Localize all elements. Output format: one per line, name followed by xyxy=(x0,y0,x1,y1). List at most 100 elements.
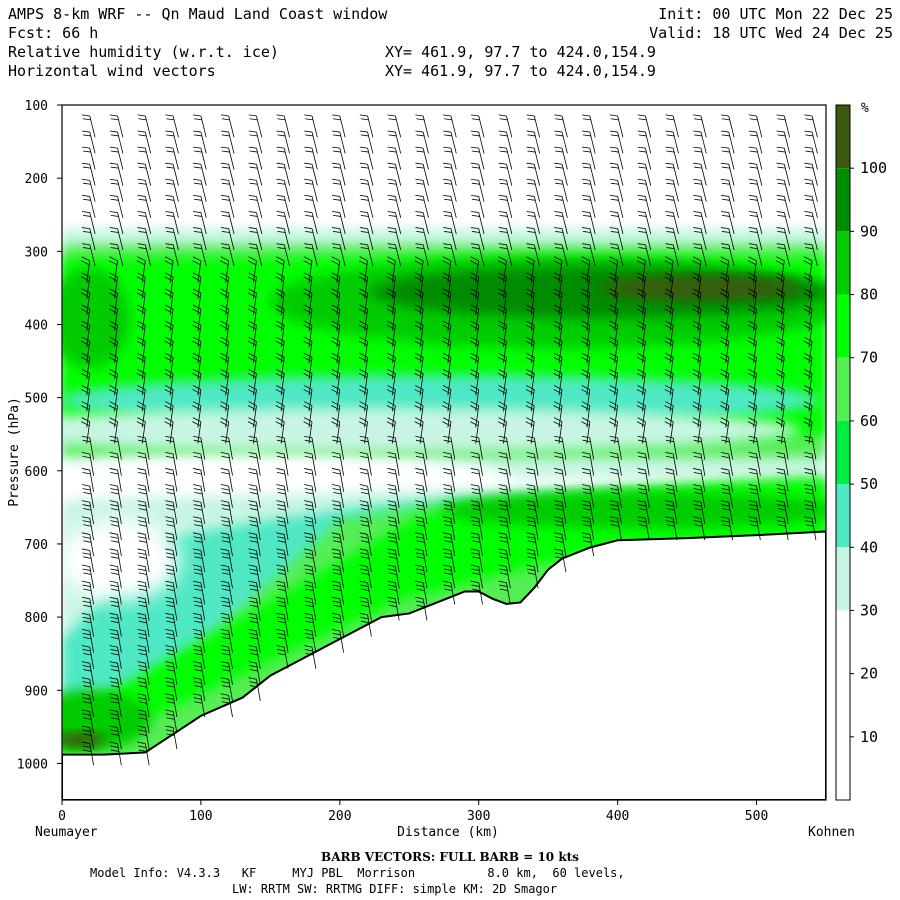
wind-barb-flag xyxy=(166,524,175,527)
wind-barb-flag xyxy=(776,227,785,230)
wind-barb-flag xyxy=(553,260,562,266)
wind-barb-flag xyxy=(583,134,591,137)
wind-barb-flag xyxy=(720,356,729,362)
wind-barb-flag xyxy=(442,272,452,278)
wind-barb-flag xyxy=(804,288,813,294)
wind-barb-flag xyxy=(693,243,702,246)
wind-barb-flag xyxy=(331,372,340,378)
wind-barb-flag xyxy=(415,500,424,503)
wind-barb-flag xyxy=(498,484,507,487)
wind-barb-flag xyxy=(108,372,118,378)
wind-barb-flag xyxy=(361,492,370,495)
wind-barb-flag xyxy=(471,536,480,539)
wind-barb-flag xyxy=(165,693,174,696)
wind-barb-flag xyxy=(610,247,619,250)
wind-barb-flag xyxy=(720,369,729,374)
wind-barb-flag xyxy=(138,685,147,688)
wind-barb-flag xyxy=(498,468,507,471)
wind-barb-flag xyxy=(610,231,619,233)
wind-barb-flag xyxy=(303,320,313,326)
wind-barb-flag xyxy=(137,580,146,584)
wind-barb-flag xyxy=(554,500,563,503)
wind-barb-flag xyxy=(248,612,257,616)
wind-barb-flag xyxy=(470,288,479,294)
wind-barb-flag xyxy=(694,231,703,233)
wind-barb-flag xyxy=(248,369,257,374)
wind-barb-flag xyxy=(332,584,341,588)
wind-barb-flag xyxy=(82,520,91,523)
wind-barb-flag xyxy=(805,118,814,121)
wind-barb-flag xyxy=(165,600,174,604)
wind-barb-flag xyxy=(331,401,341,407)
wind-barb-flag xyxy=(666,118,675,121)
wind-barb-flag xyxy=(470,114,479,117)
wind-barb-flag xyxy=(305,572,314,575)
wind-barb-flag xyxy=(194,556,203,559)
wind-barb-flag xyxy=(109,417,118,423)
wind-barb-flag xyxy=(526,272,535,278)
wind-barb-flag xyxy=(722,524,731,527)
wind-barb-flag xyxy=(442,405,451,410)
wind-barb-flag xyxy=(360,247,369,250)
wind-barb-flag xyxy=(275,356,284,362)
rh-white-pocket xyxy=(62,520,180,600)
wind-barb-flag xyxy=(332,211,340,213)
wind-barb-flag xyxy=(721,488,730,491)
wind-barb-flag xyxy=(554,548,563,551)
wind-barb-flag xyxy=(137,288,146,294)
wind-barb-flag xyxy=(748,162,757,165)
wind-barb-flag xyxy=(304,616,313,620)
wind-barb-flag xyxy=(81,369,90,374)
wind-barb-flag xyxy=(109,114,118,117)
wind-barb-flag xyxy=(776,272,785,278)
wind-barb-flag xyxy=(277,214,286,217)
wind-barb-flag xyxy=(527,488,536,491)
wind-barb-flag xyxy=(749,198,758,201)
wind-barb-flag xyxy=(525,356,534,362)
wind-barb-flag xyxy=(304,516,313,519)
colorbar-segment xyxy=(836,294,850,358)
wind-barb-flag xyxy=(81,661,90,664)
wind-barb-flag xyxy=(638,492,647,495)
wind-barb-flag xyxy=(331,276,340,282)
wind-barb-flag xyxy=(110,134,119,137)
wind-barb-flag xyxy=(609,385,618,390)
wind-barb-flag xyxy=(249,247,258,250)
wind-barb-flag xyxy=(222,701,231,704)
wind-barb-flag xyxy=(388,536,397,539)
wind-barb-flag xyxy=(777,524,786,527)
wind-barb-flag xyxy=(527,540,536,543)
wind-barb-flag xyxy=(470,451,479,455)
wind-barb-flag xyxy=(693,504,702,507)
wind-barb-flag xyxy=(138,504,147,507)
wind-barb-flag xyxy=(388,471,397,475)
wind-barb-flag xyxy=(303,340,312,346)
wind-barb-flag xyxy=(331,288,341,294)
valid-time: Valid: 18 UTC Wed 24 Dec 25 xyxy=(649,24,893,42)
wind-barb-flag xyxy=(220,336,229,342)
wind-barb-flag xyxy=(609,336,618,342)
wind-barb-flag xyxy=(498,146,507,149)
wind-barb-flag xyxy=(694,134,703,137)
wind-barb-flag xyxy=(276,632,286,636)
wind-barb-flag xyxy=(581,276,590,282)
wind-barb-flag xyxy=(527,214,536,217)
wind-barb-flag xyxy=(110,520,119,523)
wind-barb-flag xyxy=(583,508,592,511)
wind-barb-flag xyxy=(81,340,90,346)
wind-barb-flag xyxy=(804,320,813,326)
wind-barb-flag xyxy=(664,372,673,378)
wind-barb-flag xyxy=(415,584,424,588)
wind-barb-flag xyxy=(527,504,536,507)
wind-barb-flag xyxy=(443,146,451,149)
wind-barb-flag xyxy=(442,548,452,551)
wind-barb-flag xyxy=(414,356,423,362)
wind-barb-flag xyxy=(470,227,479,230)
wind-barb-flag xyxy=(276,645,285,648)
wind-barb-flag xyxy=(359,417,368,423)
wind-barb-flag xyxy=(804,500,813,503)
wind-barb-flag xyxy=(610,150,619,153)
wind-barb-flag xyxy=(415,564,424,568)
wind-barb-flag xyxy=(608,405,618,410)
wind-barb-flag xyxy=(361,572,370,575)
